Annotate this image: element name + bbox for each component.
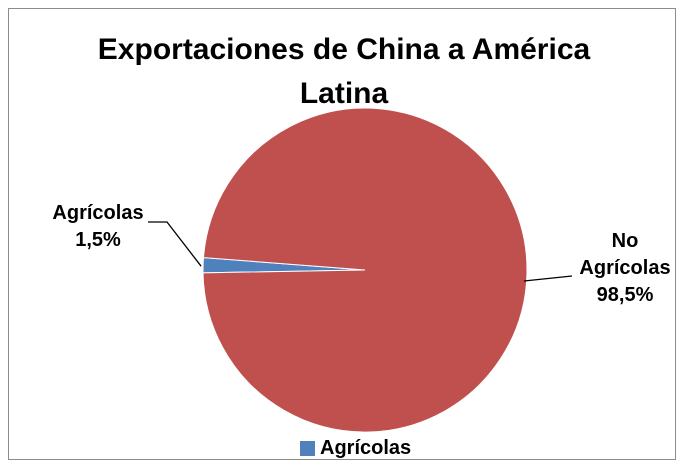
leader-line-agricolas: [148, 221, 202, 267]
data-label-no-agricolas: No Agrícolas 98,5%: [570, 228, 680, 309]
legend-label-agricolas: Agrícolas: [320, 436, 412, 459]
data-label-agricolas-name: Agrícolas: [52, 202, 144, 224]
data-label-no-agricolas-name: No Agrícolas: [579, 230, 671, 279]
chart-title-line-1: Exportaciones de China a América: [97, 33, 591, 66]
pie-slice-no-agricolas: [202, 107, 528, 433]
data-label-agricolas-value: 1,5%: [75, 229, 121, 251]
legend-swatch-agricolas: [300, 440, 315, 456]
data-label-no-agricolas-value: 98,5%: [596, 284, 654, 306]
legend: Agrícolas: [300, 436, 411, 460]
chart-title-line-2: Latina: [299, 77, 389, 110]
data-label-agricolas: Agrícolas 1,5%: [28, 200, 168, 254]
leader-line-no-agricolas: [523, 275, 573, 282]
